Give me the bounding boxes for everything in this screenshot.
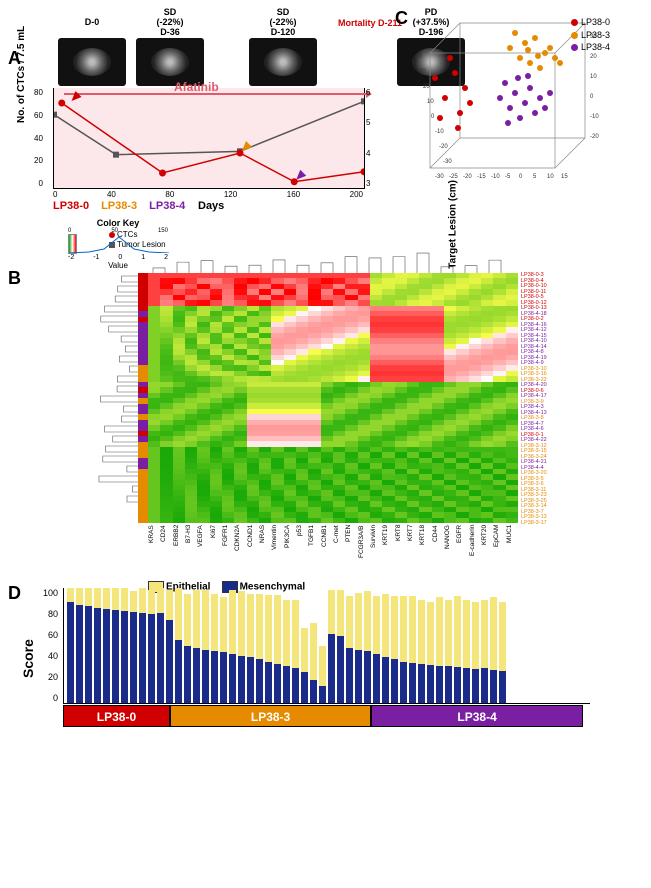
x-axis-label: Days xyxy=(198,200,224,212)
svg-text:-30: -30 xyxy=(443,159,452,165)
svg-text:5: 5 xyxy=(533,174,537,180)
svg-text:-10: -10 xyxy=(491,174,500,180)
svg-text:20: 20 xyxy=(423,84,430,90)
mortality-label: Mortality D-211 xyxy=(338,18,402,28)
svg-text:0: 0 xyxy=(590,94,594,100)
svg-text:-30: -30 xyxy=(435,174,444,180)
x-tick-labels: 04080120160200 xyxy=(53,190,363,199)
svg-text:-25: -25 xyxy=(449,174,458,180)
svg-text:-5: -5 xyxy=(505,174,511,180)
sample-labels: LP38-0-3LP38-0-4LP38-0-10LP38-0-11LP38-0… xyxy=(521,273,547,523)
svg-text:-10: -10 xyxy=(435,129,444,135)
scatter-legend: LP38-0LP38-3LP38-4 xyxy=(571,16,610,54)
svg-text:40: 40 xyxy=(415,54,422,60)
svg-text:20: 20 xyxy=(590,54,597,60)
svg-text:-15: -15 xyxy=(477,174,486,180)
svg-text:-20: -20 xyxy=(590,134,599,140)
panel-d-label: D xyxy=(8,583,21,604)
svg-text:0: 0 xyxy=(519,174,523,180)
svg-text:-20: -20 xyxy=(463,174,472,180)
panel-b: B Color Key 050150 -2-1012 Value KRASCD2… xyxy=(8,218,643,578)
gene-labels: KRASCD24ERBB2B7-H3VEGFAKi67FGFR1CDKN2ACC… xyxy=(148,525,518,575)
svg-text:30: 30 xyxy=(419,69,426,75)
svg-text:15: 15 xyxy=(561,174,568,180)
y-right-ticks: 3456 xyxy=(366,88,370,188)
panel-d: D Epithelial Mesenchymal Score 020406080… xyxy=(8,583,643,743)
panel-b-label: B xyxy=(8,268,21,289)
svg-text:0: 0 xyxy=(431,114,435,120)
column-dendrogram xyxy=(148,248,518,273)
svg-text:10: 10 xyxy=(547,174,554,180)
panel-c-label: C xyxy=(395,8,408,29)
group-labels: LP38-0LP38-3LP38-4 xyxy=(63,705,583,727)
y-ticks: 020406080100 xyxy=(43,588,58,703)
chart-svg xyxy=(54,88,364,188)
svg-text:10: 10 xyxy=(590,74,597,80)
timepoint-labels: LP38-0LP38-3LP38-4 xyxy=(53,200,197,212)
timeline-chart: Afatinib CTCs Tumor Lesion xyxy=(53,88,365,189)
y-left-axis-label: No. of CTCs / 7.5 mL xyxy=(16,26,27,123)
stacked-bar-chart xyxy=(63,588,590,704)
svg-text:-10: -10 xyxy=(590,114,599,120)
scatter-3d: -20-100102030-30-25-20-15-10-50510154030… xyxy=(410,8,640,188)
y-left-ticks: 020406080 xyxy=(34,88,43,188)
row-dendrogram xyxy=(88,273,138,523)
sample-color-bar xyxy=(138,273,148,523)
svg-text:10: 10 xyxy=(427,99,434,105)
panel-c: C -20 -10 0 10 20 30 -30 -25 -20 -15 -10 -5 0 5 10 15 40… xyxy=(395,8,645,208)
heatmap xyxy=(148,273,518,523)
heatmap-wrap xyxy=(138,273,518,523)
score-axis-label: Score xyxy=(20,639,36,678)
svg-text:-20: -20 xyxy=(439,144,448,150)
